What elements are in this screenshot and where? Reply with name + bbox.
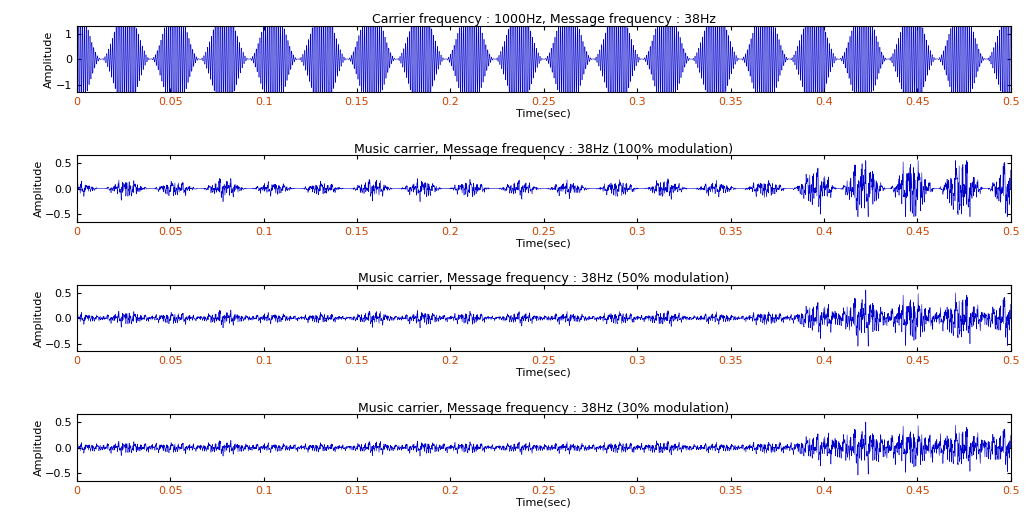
X-axis label: Time(sec): Time(sec)	[516, 109, 571, 118]
Title: Music carrier, Message frequency : 38Hz (30% modulation): Music carrier, Message frequency : 38Hz …	[358, 402, 729, 415]
Y-axis label: Amplitude: Amplitude	[34, 290, 44, 347]
Y-axis label: Amplitude: Amplitude	[34, 160, 44, 217]
X-axis label: Time(sec): Time(sec)	[516, 368, 571, 377]
Title: Music carrier, Message frequency : 38Hz (50% modulation): Music carrier, Message frequency : 38Hz …	[358, 272, 729, 285]
X-axis label: Time(sec): Time(sec)	[516, 497, 571, 507]
Y-axis label: Amplitude: Amplitude	[44, 31, 54, 88]
Title: Carrier frequency : 1000Hz, Message frequency : 38Hz: Carrier frequency : 1000Hz, Message freq…	[371, 13, 716, 26]
X-axis label: Time(sec): Time(sec)	[516, 238, 571, 248]
Title: Music carrier, Message frequency : 38Hz (100% modulation): Music carrier, Message frequency : 38Hz …	[354, 143, 734, 156]
Y-axis label: Amplitude: Amplitude	[34, 419, 44, 476]
